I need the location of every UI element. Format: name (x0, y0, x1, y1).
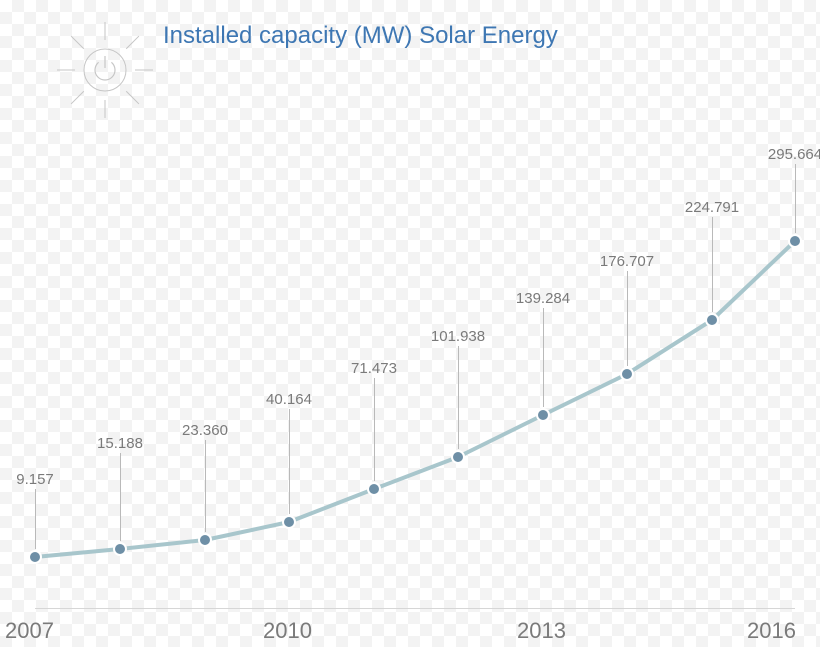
data-point (621, 368, 633, 380)
value-callout-line (35, 489, 36, 549)
data-point (789, 235, 801, 247)
data-value-label: 224.791 (685, 199, 739, 216)
value-callout-line (205, 440, 206, 532)
value-callout-line (289, 409, 290, 514)
data-point (29, 551, 41, 563)
value-callout-line (458, 346, 459, 449)
data-value-label: 71.473 (351, 360, 397, 377)
data-value-label: 295.664 (768, 146, 820, 163)
data-point (283, 516, 295, 528)
value-callout-line (712, 217, 713, 312)
data-point (537, 409, 549, 421)
value-callout-line (543, 308, 544, 407)
data-point (706, 314, 718, 326)
data-value-label: 9.157 (16, 471, 54, 488)
value-callout-line (795, 164, 796, 233)
data-value-label: 40.164 (266, 391, 312, 408)
data-value-label: 139.284 (516, 290, 570, 307)
x-axis-year-label: 2013 (517, 618, 566, 644)
x-axis-year-label: 2007 (5, 618, 54, 644)
data-point (199, 534, 211, 546)
value-callout-line (627, 271, 628, 366)
data-value-label: 176.707 (600, 253, 654, 270)
data-value-label: 15.188 (97, 435, 143, 452)
data-value-label: 101.938 (431, 328, 485, 345)
x-axis-year-label: 2016 (747, 618, 796, 644)
value-callout-line (374, 378, 375, 481)
value-callout-line (120, 453, 121, 541)
data-point (368, 483, 380, 495)
x-axis-year-label: 2010 (263, 618, 312, 644)
capacity-line-chart (0, 0, 820, 647)
data-point (114, 543, 126, 555)
data-point (452, 451, 464, 463)
data-value-label: 23.360 (182, 422, 228, 439)
